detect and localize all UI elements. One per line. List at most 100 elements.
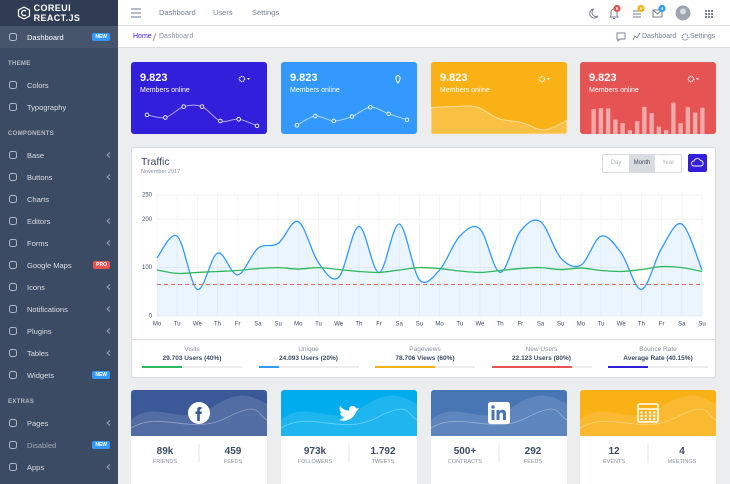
- nav-item[interactable]: Typography: [0, 96, 118, 118]
- x-tick-label: We: [617, 322, 627, 328]
- stat-value: Average Rate (40.15%): [623, 355, 693, 362]
- nav-label: Charts: [27, 194, 50, 204]
- card-bar: [663, 130, 669, 134]
- nav-link[interactable]: Settings: [252, 8, 280, 17]
- nav-item[interactable]: Disabled NEW: [0, 434, 118, 456]
- sidebar: COREUI REACT.JS Dashboard NEW THEME Colors Ty…: [0, 0, 118, 484]
- badge-text: 5: [616, 6, 619, 11]
- nav-icon: [9, 151, 17, 159]
- range-button[interactable]: Month: [629, 155, 655, 172]
- nav-item[interactable]: Google Maps PRO: [0, 254, 118, 276]
- calendar-cell: [653, 418, 656, 421]
- linkedin-i: [491, 410, 495, 420]
- nav-item[interactable]: Pages: [0, 412, 118, 434]
- calendar-cell: [648, 414, 652, 417]
- card-bar: [678, 123, 683, 134]
- progress-bar: [258, 366, 279, 368]
- progress-track: [491, 366, 592, 368]
- nav-item[interactable]: Forms: [0, 232, 118, 254]
- nav-item[interactable]: Charts: [0, 188, 118, 210]
- nav-item[interactable]: Plugins: [0, 320, 118, 342]
- card-bar: [692, 112, 698, 134]
- nav-item[interactable]: Buttons: [0, 166, 118, 188]
- x-tick-label: Su: [698, 322, 705, 328]
- nav-item[interactable]: Apps: [0, 456, 118, 478]
- submenu-chevron: [106, 218, 111, 224]
- x-tick-label: Mo: [577, 322, 586, 328]
- submenu-chevron: [106, 174, 111, 180]
- x-tick-label: Tu: [315, 322, 322, 328]
- x-tick-label: Su: [416, 322, 423, 328]
- stat-value: 24.093 Users (20%): [279, 355, 338, 362]
- wave: [131, 408, 267, 429]
- stat-label: Pageviews: [409, 346, 441, 353]
- nav-item[interactable]: Dashboard NEW: [0, 26, 118, 48]
- social-header: [431, 390, 567, 436]
- range-button[interactable]: Day: [610, 160, 622, 166]
- range-button[interactable]: Year: [661, 160, 675, 166]
- nav-badge: NEW: [92, 441, 110, 449]
- y-tick-label: 250: [142, 193, 153, 199]
- x-tick-label: Th: [355, 322, 362, 328]
- card-value: 9.823: [290, 72, 318, 84]
- nav-item[interactable]: Base: [0, 144, 118, 166]
- nav-label: Editors: [27, 216, 51, 226]
- divider: [132, 339, 715, 340]
- download-button[interactable]: [688, 154, 707, 172]
- breadcrumb-action[interactable]: Dashboard: [642, 33, 677, 40]
- stat-card: 9.823 Members online: [431, 62, 567, 134]
- nav-icon: [9, 463, 17, 471]
- nav-label: Icons: [27, 282, 45, 292]
- moon-icon: [589, 8, 599, 19]
- stat-value: 22.123 Users (80%): [512, 355, 571, 362]
- icon-shape: [9, 103, 17, 111]
- nav-item[interactable]: Notifications: [0, 298, 118, 320]
- social-card: 973k FOLLOWERS 1.792 TWEETS: [281, 390, 417, 484]
- sparkline-point: [331, 118, 336, 124]
- nav-item[interactable]: Colors: [0, 74, 118, 96]
- wave: [580, 408, 716, 429]
- pin-icon: [395, 74, 401, 84]
- social-art: [281, 395, 417, 436]
- x-tick-label: Sa: [396, 322, 404, 328]
- nav-icon: [9, 217, 17, 225]
- card-label: Members online: [589, 87, 639, 94]
- nav-link[interactable]: Dashboard: [159, 8, 196, 17]
- nav-heading: COMPONENTS: [8, 131, 55, 137]
- area-chart: [431, 105, 567, 134]
- badge-text: 4: [661, 6, 664, 11]
- nav-item[interactable]: Widgets NEW: [0, 364, 118, 386]
- nav-heading: THEME: [8, 61, 31, 67]
- x-tick-label: Th: [214, 322, 221, 328]
- calendar-cell: [644, 418, 647, 421]
- icon-shape: [9, 283, 17, 291]
- nav-label: Base: [27, 150, 45, 160]
- nav-badge: PRO: [93, 261, 110, 269]
- nav-icon: [9, 173, 17, 181]
- notification-badge: [613, 4, 621, 13]
- apps-icon-dot: [705, 16, 707, 18]
- linkedin-dot: [491, 405, 495, 409]
- social-card: 500+ CONTRACTS 292 FEEDS: [431, 390, 567, 484]
- breadcrumb-action[interactable]: Settings: [690, 33, 716, 40]
- nav-link[interactable]: Users: [213, 8, 233, 17]
- card-bar: [642, 106, 647, 134]
- progress-track: [258, 366, 359, 368]
- calendar-cell: [644, 411, 647, 414]
- x-tick-label: Fr: [659, 322, 665, 328]
- x-tick-label: We: [476, 322, 486, 328]
- x-tick-label: Su: [557, 322, 564, 328]
- nav-icon: [9, 261, 17, 269]
- nav-badge: NEW: [92, 371, 110, 379]
- calendar-cell: [648, 418, 652, 421]
- nav-item[interactable]: Tables: [0, 342, 118, 364]
- chevron: [106, 240, 111, 246]
- nav-item[interactable]: Icons: [0, 276, 118, 298]
- nav-item[interactable]: Editors: [0, 210, 118, 232]
- x-tick-label: We: [193, 322, 203, 328]
- x-tick-label: Tu: [598, 322, 605, 328]
- breadcrumb-link[interactable]: Home: [133, 33, 152, 40]
- card-bar: [620, 123, 625, 134]
- sparkline-point: [163, 115, 168, 120]
- stat-value: 78.706 Views (60%): [395, 355, 455, 362]
